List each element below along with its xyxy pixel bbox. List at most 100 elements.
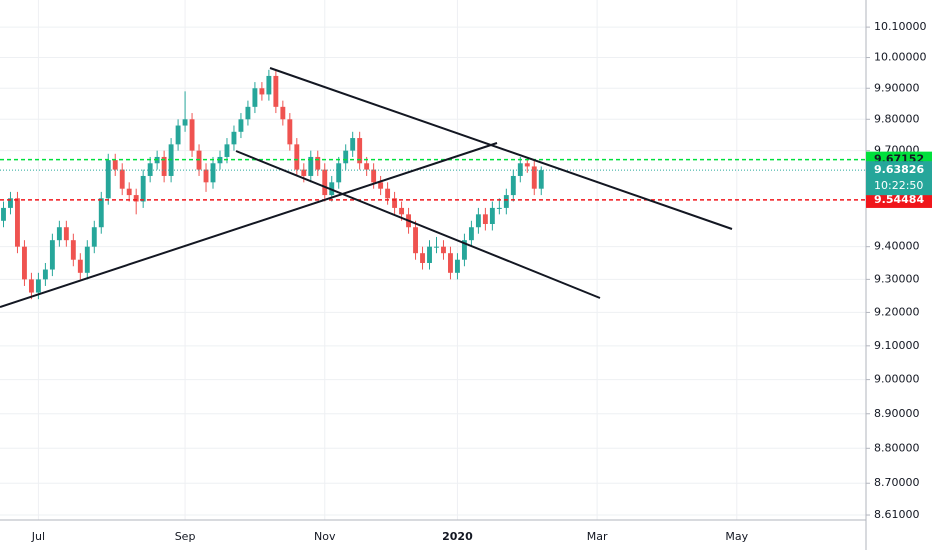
candle-body <box>343 150 349 164</box>
candle-body <box>399 207 405 215</box>
candle-body <box>482 214 488 224</box>
y-tick-label: 8.90000 <box>874 407 920 420</box>
candle-body <box>454 259 460 273</box>
x-tick-label: Nov <box>314 530 336 543</box>
y-tick-label: 8.70000 <box>874 476 920 489</box>
candle-body <box>489 207 495 224</box>
trendline <box>0 142 498 308</box>
candle-body <box>468 227 474 241</box>
x-tick-label: Sep <box>175 530 196 543</box>
candle-body <box>259 88 265 95</box>
candle-body <box>147 163 153 176</box>
y-tick-label: 8.80000 <box>874 441 920 454</box>
trendline <box>235 150 601 299</box>
candle-body <box>98 198 104 228</box>
trendline <box>269 67 733 230</box>
candle-body <box>336 163 342 183</box>
y-tick-label: 9.30000 <box>874 272 920 285</box>
candle-body <box>266 75 272 95</box>
candle-body <box>133 195 139 202</box>
candle-body <box>308 156 314 176</box>
candle-body <box>420 253 425 263</box>
last-price-box <box>866 161 932 196</box>
candle-body <box>517 163 523 176</box>
x-tick-label: 2020 <box>442 530 473 543</box>
candle-body <box>524 163 530 167</box>
candle-body <box>245 106 251 120</box>
candle-body <box>475 214 481 228</box>
candle-body <box>70 240 76 260</box>
candle-body <box>378 182 384 189</box>
last-price-label: 9.63826 <box>874 163 924 176</box>
candle-body <box>28 279 34 293</box>
candle-body <box>161 156 167 176</box>
candle-body <box>49 240 55 270</box>
candle-body <box>15 198 20 247</box>
candle-body <box>63 227 69 241</box>
y-tick-label: 9.80000 <box>874 112 920 125</box>
candle-body <box>273 75 279 107</box>
y-tick-label: 10.10000 <box>874 20 927 33</box>
price-label: 9.54484 <box>874 193 924 206</box>
candle-body <box>42 269 48 280</box>
candle-body <box>1 207 6 221</box>
candle-body <box>357 138 363 164</box>
x-tick-label: Mar <box>587 530 608 543</box>
candle-body <box>56 227 62 241</box>
candle-body <box>126 188 132 196</box>
y-tick-label: 9.40000 <box>874 240 920 253</box>
candle-body <box>461 240 467 260</box>
candle-body <box>448 253 453 273</box>
candle-body <box>210 163 216 183</box>
candle-body <box>238 119 244 132</box>
candle-body <box>538 170 544 189</box>
candle-body <box>224 144 230 157</box>
candle-body <box>35 279 41 293</box>
candle-body <box>231 131 237 145</box>
candle-body <box>350 138 356 151</box>
candle-body <box>175 125 181 145</box>
candle-body <box>21 246 27 280</box>
candle-body <box>140 175 146 202</box>
candle-body <box>301 169 307 176</box>
candle-body <box>385 188 391 199</box>
candle-body <box>91 227 97 247</box>
candle-body <box>510 175 516 196</box>
candle-body <box>252 88 258 107</box>
y-tick-label: 9.20000 <box>874 305 920 318</box>
candle-body <box>503 195 509 208</box>
axes: 10.1000010.000009.900009.800009.700009.4… <box>31 20 932 543</box>
candle-body <box>189 119 195 151</box>
candle-body <box>441 246 446 254</box>
candle-body <box>322 169 328 196</box>
candle-body <box>496 207 502 209</box>
candle-body <box>112 160 118 170</box>
candle-body <box>294 144 300 170</box>
candle-body <box>77 259 83 273</box>
candle-body <box>84 246 90 273</box>
x-tick-label: Jul <box>31 530 45 543</box>
candle-body <box>315 156 321 170</box>
candle-body <box>8 198 13 208</box>
x-tick-label: May <box>725 530 748 543</box>
countdown-label: 10:22:50 <box>874 179 923 192</box>
candle-body <box>371 169 377 183</box>
plot-area <box>0 0 866 520</box>
candle-body <box>287 119 293 145</box>
y-tick-label: 10.00000 <box>874 51 927 64</box>
price-axis <box>866 0 932 550</box>
y-tick-label: 8.61000 <box>874 508 920 521</box>
y-tick-label: 9.00000 <box>874 373 920 386</box>
candle-body <box>392 198 398 208</box>
candle-body <box>105 160 111 199</box>
candle-body <box>531 166 537 189</box>
candle-body <box>413 227 418 254</box>
candle-body <box>182 119 188 126</box>
candle-body <box>427 246 432 263</box>
price-label-box <box>866 191 932 208</box>
candle-body <box>203 169 209 183</box>
candle-body <box>119 169 125 189</box>
candle-body <box>280 106 286 120</box>
y-tick-label: 9.10000 <box>874 339 920 352</box>
